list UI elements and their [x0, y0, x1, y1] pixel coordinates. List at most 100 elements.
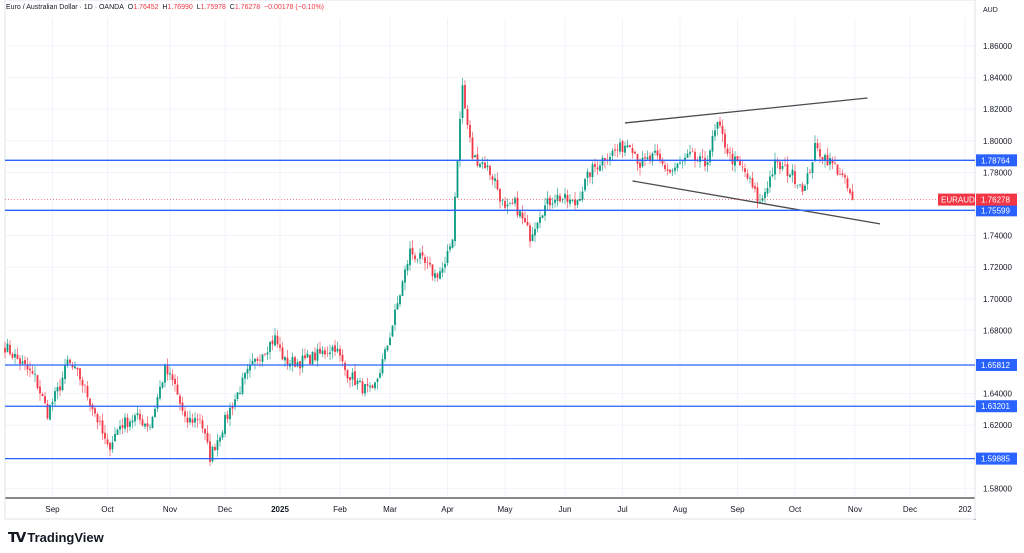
candle	[226, 410, 229, 424]
candle	[204, 428, 206, 441]
candle	[764, 187, 766, 204]
candle	[551, 197, 554, 209]
candle	[654, 143, 656, 156]
candle	[416, 258, 419, 264]
candle-body	[839, 174, 841, 175]
candle	[579, 191, 581, 202]
candle	[459, 111, 461, 168]
candle-body	[194, 417, 196, 423]
candle-body	[644, 157, 646, 159]
candle	[641, 151, 644, 168]
candle-body	[326, 353, 329, 354]
candle-body	[301, 355, 304, 368]
candle	[811, 161, 814, 179]
candle	[624, 141, 626, 157]
candle-body	[396, 303, 399, 310]
candle-body	[639, 162, 641, 168]
candle-body	[304, 355, 306, 359]
x-tick-label: Oct	[101, 505, 114, 514]
candle-body	[209, 441, 211, 462]
candle	[104, 425, 106, 445]
candle-body	[691, 151, 694, 153]
candle	[209, 433, 211, 467]
candle	[91, 402, 94, 417]
candle-body	[11, 353, 14, 358]
candle	[109, 441, 111, 457]
candle-body	[511, 202, 514, 204]
candle	[179, 393, 181, 411]
high-label: H	[162, 4, 168, 11]
candle-body	[729, 152, 731, 153]
candle	[136, 405, 139, 420]
candle	[444, 256, 446, 273]
candle	[224, 412, 226, 438]
candle-body	[519, 211, 521, 217]
candle-body	[461, 85, 464, 118]
candle	[796, 184, 799, 189]
candle-body	[381, 359, 384, 374]
candle	[156, 393, 159, 413]
candle	[331, 344, 334, 359]
candle	[291, 352, 294, 372]
candle	[234, 394, 236, 411]
candle-body	[356, 380, 359, 385]
candle	[161, 381, 164, 390]
candle-body	[159, 386, 161, 399]
candle	[274, 328, 276, 347]
price-chart[interactable]: AUD 1.86000 1.84000 1.82000 1.80000 1.78000 1.…	[0, 0, 1024, 520]
candle	[629, 144, 631, 148]
candle-body	[101, 420, 104, 434]
tradingview-logo[interactable]: 𝗧𝗩 TradingView	[8, 529, 104, 546]
candle	[634, 150, 636, 155]
candle	[324, 347, 326, 359]
candle-body	[446, 251, 449, 264]
candle-body	[234, 399, 236, 408]
candle	[591, 161, 594, 185]
candle-body	[594, 163, 596, 168]
candle	[281, 342, 284, 361]
candle-body	[221, 432, 224, 438]
candle	[196, 413, 199, 428]
candle-body	[179, 395, 181, 404]
candle-body	[276, 335, 279, 345]
candle	[644, 153, 646, 167]
candle-body	[516, 197, 519, 216]
candle	[609, 152, 611, 166]
candle-body	[164, 364, 166, 383]
candle-body	[841, 173, 844, 176]
candle	[839, 167, 841, 176]
candle-body	[266, 352, 269, 355]
candle	[564, 188, 566, 205]
candle	[546, 191, 549, 212]
candle	[649, 152, 651, 164]
candle	[171, 369, 174, 386]
candle	[726, 143, 729, 157]
level-price-tag	[976, 452, 1017, 465]
candle	[784, 157, 786, 167]
candle-body	[411, 247, 414, 255]
y-tick-label: 1.58000	[983, 484, 1012, 493]
candle-body	[846, 178, 849, 189]
candle-body	[439, 271, 441, 279]
candle	[411, 240, 414, 260]
candle-body	[749, 178, 751, 179]
candle-body	[149, 426, 151, 428]
candle-body	[204, 428, 206, 434]
candle	[219, 435, 221, 447]
candle-body	[311, 352, 314, 365]
candle-body	[781, 166, 784, 169]
candle-body	[139, 413, 141, 420]
candle-body	[761, 198, 764, 201]
candle	[346, 369, 349, 383]
candle-body	[569, 199, 571, 204]
candle	[504, 196, 506, 212]
candle	[151, 415, 154, 429]
candle-body	[46, 403, 49, 419]
candle-body	[191, 419, 194, 423]
candle	[304, 348, 306, 361]
candle-body	[186, 417, 189, 423]
candle-body	[134, 415, 136, 422]
candle-body	[479, 163, 481, 168]
candle	[841, 169, 844, 178]
candle-body	[229, 407, 231, 420]
